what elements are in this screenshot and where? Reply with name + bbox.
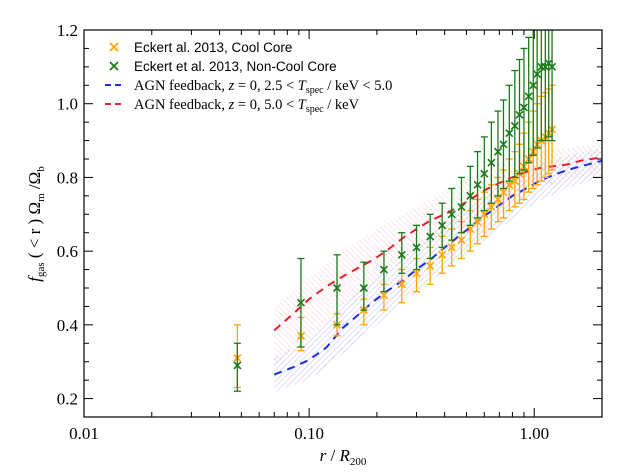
model-bands bbox=[274, 144, 602, 392]
axes bbox=[83, 29, 603, 418]
data-point bbox=[296, 298, 306, 307]
y-axis-label-mid: ( < r ) Ω bbox=[25, 202, 44, 262]
data-point bbox=[505, 129, 514, 138]
data-point bbox=[547, 62, 557, 71]
plot-frame bbox=[83, 29, 603, 418]
data-point bbox=[524, 92, 533, 101]
model-band bbox=[274, 147, 602, 392]
x-axis-label-var2: R bbox=[338, 446, 350, 465]
data-points bbox=[233, 30, 557, 392]
legend-label-part: = 0, 5.0 < bbox=[234, 97, 297, 113]
legend-label: AGN feedback, z = 0, 5.0 < Tspec / keV bbox=[134, 97, 360, 115]
y-tick-label: 0.8 bbox=[57, 168, 78, 187]
y-axis-label-f-sub: gas bbox=[35, 262, 47, 277]
data-point bbox=[332, 283, 342, 293]
legend-label-part: z bbox=[228, 78, 235, 94]
legend-swatch-marker bbox=[109, 61, 119, 71]
data-point bbox=[533, 70, 542, 79]
data-point bbox=[397, 250, 406, 259]
data-point bbox=[480, 169, 489, 178]
legend-label-part: = 0, 2.5 < bbox=[234, 78, 297, 94]
y-tick-label: 1.0 bbox=[57, 95, 78, 114]
data-point bbox=[510, 177, 519, 186]
y-tick-label: 0.6 bbox=[57, 242, 78, 261]
data-point bbox=[438, 221, 447, 230]
data-point bbox=[457, 236, 466, 245]
legend-label-part: T bbox=[298, 97, 307, 113]
legend-label-part: spec bbox=[306, 104, 324, 115]
data-point bbox=[397, 280, 406, 289]
x-axis-label: r / R200 bbox=[320, 446, 367, 468]
data-point bbox=[510, 121, 519, 130]
data-point bbox=[487, 202, 496, 211]
data-point bbox=[515, 110, 524, 119]
x-axis-label-sep: / bbox=[326, 446, 339, 465]
data-point bbox=[473, 217, 482, 226]
legend-label-part: spec bbox=[306, 85, 324, 96]
data-point bbox=[457, 202, 466, 211]
data-point bbox=[426, 261, 435, 270]
data-point bbox=[426, 232, 435, 241]
legend-label-part: / keV < 5.0 bbox=[324, 78, 393, 94]
data-point bbox=[466, 224, 475, 234]
data-point bbox=[480, 210, 489, 219]
data-point bbox=[499, 140, 508, 149]
x-axis-label-var: r bbox=[320, 446, 327, 465]
data-point bbox=[505, 180, 514, 189]
data-point bbox=[447, 210, 456, 219]
x-tick-label: 0.10 bbox=[294, 424, 324, 443]
legend-label: Eckert et al. 2013, Non-Cool Core bbox=[134, 59, 337, 74]
data-point bbox=[473, 180, 482, 189]
legend-label-part: / keV bbox=[324, 97, 360, 113]
data-point bbox=[447, 243, 456, 252]
data-point bbox=[233, 361, 242, 370]
data-point bbox=[379, 291, 389, 300]
y-axis-label-slash: /Ω bbox=[25, 172, 44, 194]
legend: Eckert al. 2013, Cool Core Eckert et al. … bbox=[105, 40, 392, 115]
legend-label-part: AGN feedback, bbox=[134, 78, 229, 94]
data-point bbox=[359, 283, 368, 293]
data-point bbox=[379, 265, 389, 274]
y-axis-label-f: f bbox=[25, 275, 44, 282]
data-point bbox=[412, 269, 421, 278]
legend-label: AGN feedback, z = 0, 2.5 < Tspec / keV <… bbox=[134, 78, 392, 96]
y-axis-label-m-sub: m bbox=[35, 193, 47, 202]
legend-label-part: T bbox=[298, 78, 307, 94]
y-axis-label: fgas ( < r ) Ωm /Ωb bbox=[25, 166, 47, 282]
data-point bbox=[493, 147, 503, 156]
x-tick-label: 0.01 bbox=[69, 424, 99, 443]
y-tick-label: 1.2 bbox=[57, 21, 78, 40]
y-tick-label: 0.4 bbox=[57, 316, 79, 335]
y-axis-label-b-sub: b bbox=[35, 166, 47, 172]
legend-swatch-marker bbox=[109, 42, 119, 52]
data-point bbox=[499, 188, 508, 197]
data-point bbox=[487, 158, 496, 167]
x-axis-label-sub: 200 bbox=[350, 456, 367, 468]
data-point bbox=[438, 250, 447, 259]
data-point bbox=[493, 195, 503, 204]
data-point bbox=[529, 81, 538, 90]
tick-labels: 0.01 0.10 1.00 0.2 0.4 0.6 0.8 1.0 1.2 bbox=[57, 21, 549, 443]
data-point bbox=[466, 191, 475, 200]
legend-label-part: AGN feedback, bbox=[134, 97, 229, 113]
x-tick-label: 1.00 bbox=[519, 424, 549, 443]
y-tick-label: 0.2 bbox=[57, 390, 78, 409]
legend-label-part: z bbox=[228, 97, 235, 113]
data-point bbox=[412, 243, 421, 252]
data-point bbox=[519, 103, 528, 112]
legend-label: Eckert al. 2013, Cool Core bbox=[134, 40, 292, 55]
